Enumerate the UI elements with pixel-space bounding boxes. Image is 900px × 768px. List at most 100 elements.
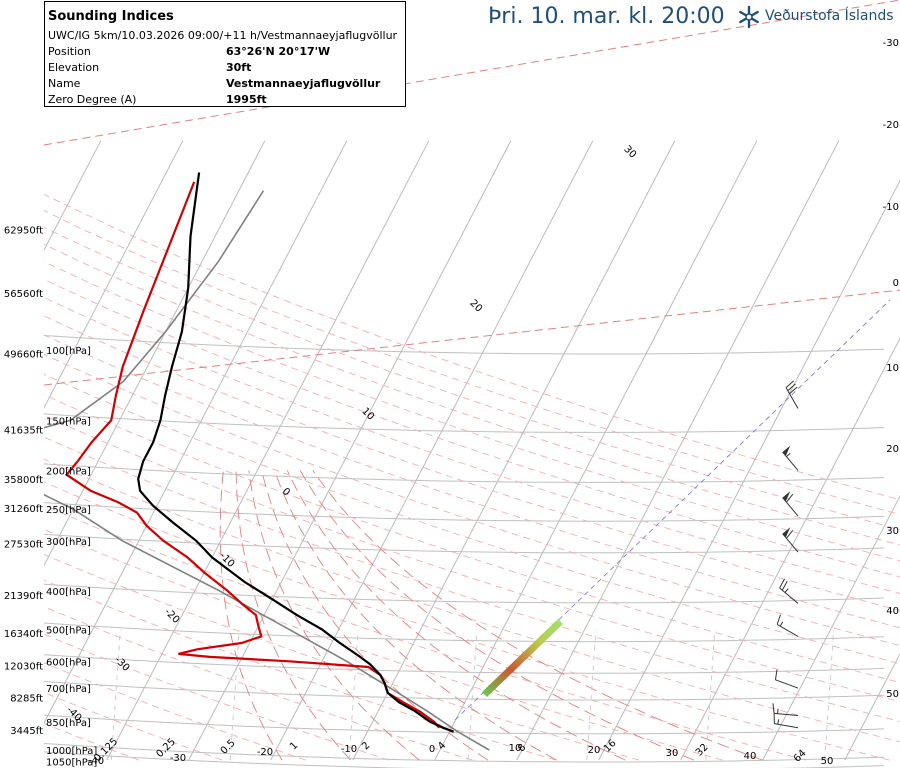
valid-time-title: Þri. 10. mar. kl. 20:00	[488, 4, 725, 29]
info-label: Elevation	[48, 61, 100, 74]
wind-barb	[782, 445, 799, 471]
pressure-label: 300[hPa]	[46, 537, 91, 548]
altitude-label: 49660ft	[4, 349, 43, 360]
wind-barb	[782, 527, 799, 553]
cape-area	[482, 619, 563, 697]
pressure-label: 250[hPa]	[46, 505, 91, 516]
wind-barb	[785, 380, 799, 409]
wind-barb	[773, 713, 799, 729]
wind-feather	[787, 383, 796, 392]
dry-adiabat-line	[44, 692, 223, 761]
isotherm-line	[680, 337, 900, 761]
parcel-line	[44, 190, 490, 751]
moist-adiabat-line	[286, 470, 626, 761]
bottom-temp-label: -30	[170, 753, 186, 764]
wind-barb-staff	[779, 587, 799, 604]
reference-dashed-line	[44, 0, 900, 146]
dry-adiabat-line	[44, 606, 473, 761]
bottom-temp-label: -40	[88, 756, 104, 767]
logo-text: Veðurstofa Íslands	[765, 8, 894, 24]
pressure-label: 150[hPa]	[46, 416, 91, 427]
altitude-label: 8285ft	[10, 694, 43, 705]
altitude-label: 56560ft	[4, 289, 43, 300]
altitude-label: 62950ft	[4, 226, 43, 237]
moist-adiabat-line	[248, 470, 420, 761]
info-label: Position	[48, 45, 91, 58]
dry-adiabat-line	[44, 315, 900, 611]
wind-feather	[774, 669, 778, 680]
moist-adiabat-line	[312, 470, 763, 761]
bottom-temp-label: 10	[509, 743, 522, 754]
wind-barb-staff	[785, 387, 799, 409]
mixing-ratio-line	[348, 629, 359, 761]
wind-feather	[785, 380, 794, 389]
isobar-line	[44, 583, 885, 604]
dry-adiabat-line	[44, 458, 900, 743]
wind-feather	[786, 529, 794, 539]
moist-adiabat-label: 20	[467, 298, 484, 315]
isobar-line	[44, 502, 885, 522]
pressure-label: 100[hPa]	[46, 346, 91, 357]
pressure-label: 200[hPa]	[46, 466, 91, 477]
dry-adiabat-line	[44, 633, 390, 761]
wind-barb-staff	[775, 679, 799, 689]
bottom-temp-label: 30	[666, 748, 679, 759]
wind-barb-staff	[776, 623, 799, 637]
wind-barb	[774, 669, 799, 689]
moist-adiabat-line	[274, 470, 557, 761]
info-label: Name	[48, 77, 81, 90]
wind-feather	[789, 386, 798, 395]
isotherm-label: 0	[893, 278, 899, 289]
bottom-temp-label: -20	[257, 747, 273, 758]
mixing-ratio-line	[824, 629, 835, 761]
isotherm-line	[516, 140, 840, 761]
wind-barb	[779, 578, 799, 604]
wind-feather	[786, 493, 794, 503]
isobar-line	[44, 413, 885, 433]
info-value: 30ft	[226, 61, 252, 74]
altitude-label: 31260ft	[4, 504, 43, 515]
dry-adiabat-line	[44, 504, 807, 761]
moist-adiabat-line	[235, 470, 352, 761]
mixing-ratio-line	[586, 629, 597, 761]
wind-half-feather	[779, 621, 784, 627]
isobar-line	[44, 463, 885, 483]
mixing-ratio-line	[467, 629, 478, 761]
axis-labels: 1000[hPa]1050[hPa] 850[hPa] 700[hPa] 600[hP…	[4, 38, 899, 768]
mixing-ratio-line	[0, 630, 1, 761]
wind-flag	[782, 527, 791, 538]
isotherm-label: -20	[883, 120, 899, 131]
dry-adiabat-line	[44, 436, 900, 723]
mixing-ratio-label: 16	[602, 738, 619, 755]
isotherm-line	[434, 140, 758, 761]
isotherm-label: 50	[886, 689, 899, 700]
info-value: 63°26'N 20°17'W	[226, 45, 331, 58]
isobar-line	[44, 681, 885, 701]
isotherm-line	[270, 140, 594, 761]
mixing-ratio-line	[110, 629, 121, 761]
pressure-label: 400[hPa]	[46, 587, 91, 598]
isobar-line	[44, 714, 885, 735]
wind-barbs	[772, 380, 799, 729]
wind-half-feather	[784, 588, 789, 593]
isobar-line	[44, 751, 885, 768]
altitude-label: 41635ft	[4, 425, 43, 436]
isotherm-label: 20	[886, 444, 899, 455]
altitude-label: 27530ft	[4, 540, 43, 551]
bottom-temp-label: 20	[588, 745, 601, 756]
isotherm-label: -10	[883, 202, 899, 213]
isotherm-label: 10	[886, 363, 899, 374]
moist-adiabat-line	[299, 470, 695, 761]
wind-feather	[776, 614, 781, 625]
isotherm-label: 30	[886, 526, 899, 537]
dry-adiabat-line	[44, 481, 890, 761]
bottom-temp-label: 0	[429, 744, 435, 755]
wind-flag	[782, 445, 791, 456]
pressure-label: 700[hPa]	[46, 684, 91, 695]
isotherm-line	[44, 140, 348, 725]
isotherm-line	[44, 140, 184, 409]
vedurstofa-logo: Veðurstofa Íslands	[737, 5, 897, 31]
isotherm-line	[844, 652, 900, 761]
wind-barb-staff	[782, 533, 799, 553]
